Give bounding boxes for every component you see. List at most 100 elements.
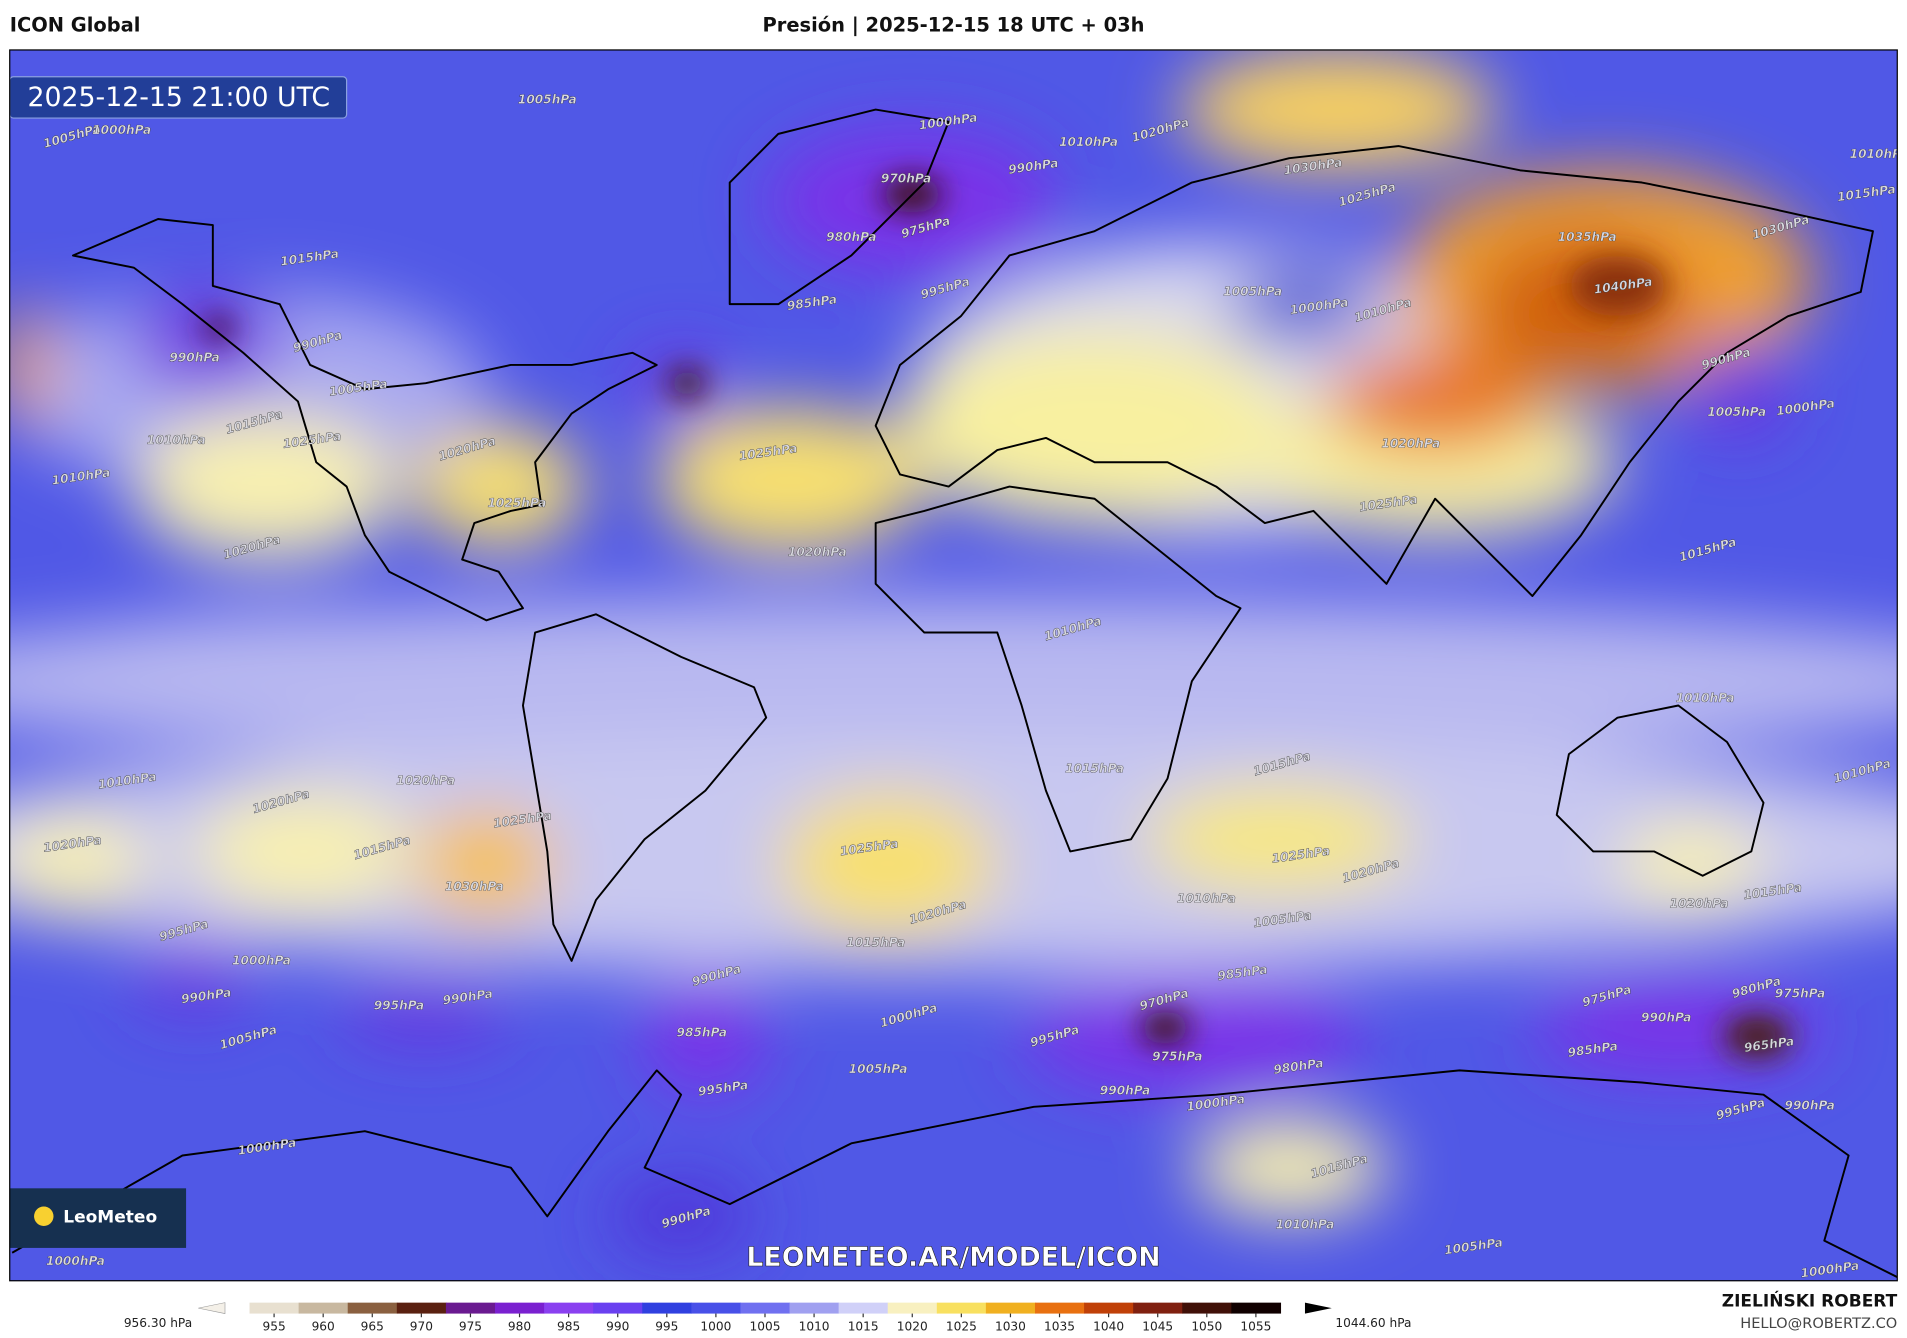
pressure-area — [1617, 821, 1764, 907]
isobar-label: 1005hPa — [1707, 405, 1766, 419]
coastline — [728, 108, 950, 306]
colorbar-segment — [838, 1302, 889, 1314]
coastline — [874, 145, 1874, 598]
isobar-label: 990hPa — [1785, 1098, 1835, 1112]
isobar-label: 1005hPa — [518, 92, 577, 106]
isobar-label: 1020hPa — [788, 545, 847, 559]
colorbar-tick-label: 1020 — [897, 1320, 928, 1334]
pressure-area — [9, 304, 49, 426]
colorbar-arrow — [1304, 1302, 1332, 1314]
colorbar-tick-label: 1025 — [946, 1320, 977, 1334]
isobar-label: 1020hPa — [1381, 437, 1440, 451]
pressure-area — [656, 407, 925, 554]
colorbar: 955 960 965 970 975 980 985 990 995 1000 1005 1010 1… — [198, 1302, 1332, 1334]
colorbar-tick-label: 990 — [606, 1320, 629, 1334]
pressure-core — [1568, 255, 1667, 317]
isobar-label: 990hPa — [169, 350, 219, 364]
coastline — [874, 485, 1242, 853]
colorbar-max: 1044.60 hPa — [1335, 1316, 1411, 1330]
logo: LeoMeteo — [63, 1207, 157, 1227]
isobar-label: 1010hPa — [1177, 892, 1236, 906]
colorbar-tick-label: 975 — [459, 1320, 482, 1334]
pressure-area — [9, 814, 146, 913]
colorbar-min: 956.30 hPa — [124, 1316, 192, 1330]
coastlines — [11, 108, 1898, 1278]
pressure-area — [778, 790, 998, 937]
isobar-label: 1035hPa — [1558, 230, 1617, 244]
pressure-area — [1216, 620, 1898, 742]
colorbar-tick-label: 1005 — [750, 1320, 781, 1334]
isobar-label: 1000hPa — [232, 954, 291, 968]
isobar-label: 1030hPa — [445, 879, 504, 893]
isobar-label: 1015hPa — [846, 935, 905, 949]
isobar-label: 1005hPa — [849, 1062, 908, 1076]
colorbar-segment — [985, 1302, 1036, 1314]
watermark: LEOMETEO.AR/MODEL/ICON — [746, 1242, 1160, 1273]
pressure-area — [644, 973, 767, 1095]
colorbar-tick-label: 1055 — [1240, 1320, 1271, 1334]
pressure-area — [9, 608, 730, 730]
email: HELLO@ROBERTZ.CO — [1740, 1315, 1897, 1332]
colorbar-tick-label: 995 — [655, 1320, 678, 1334]
author: ZIELIŃSKI ROBERT — [1722, 1289, 1898, 1311]
colorbar-segment — [249, 1302, 300, 1314]
logo-sun — [34, 1206, 54, 1227]
pressure-area — [1143, 784, 1411, 894]
map: 1005hPa 1000hPa 1020hPa 1010hPa 1030hPa 1025h… — [9, 49, 1907, 1281]
coastline — [1555, 704, 1765, 877]
isobar-label: 1000hPa — [92, 123, 151, 137]
colorbar-segment — [789, 1302, 840, 1314]
colorbar-segment — [1084, 1302, 1134, 1314]
colorbar-tick-label: 980 — [508, 1320, 531, 1334]
colorbar-segment — [642, 1302, 692, 1314]
colorbar-segment — [544, 1302, 594, 1314]
colorbar-tick-label: 1015 — [848, 1320, 879, 1334]
pressure-area — [1228, 267, 1375, 341]
model-name: ICON Global — [10, 14, 141, 37]
header-title: Presión | 2025-12-15 18 UTC + 03h — [762, 14, 1144, 37]
colorbar-segment — [298, 1302, 349, 1314]
colorbar-arrow — [198, 1302, 226, 1314]
isobar-label: 980hPa — [826, 230, 876, 244]
colorbar-segment — [445, 1302, 496, 1314]
isobar-label: 975hPa — [1775, 986, 1825, 1000]
colorbar-tick-label: 965 — [361, 1320, 384, 1334]
isobar-label: 1025hPa — [487, 496, 546, 510]
pressure-field — [9, 49, 1898, 1253]
colorbar-segment — [1133, 1302, 1183, 1314]
isobar-label: 1010hPa — [1059, 135, 1118, 149]
pressure-area — [133, 291, 280, 390]
pressure-area — [340, 979, 511, 1040]
colorbar-tick-label: 960 — [312, 1320, 335, 1334]
colorbar-tick-label: 1030 — [995, 1320, 1026, 1334]
time-box — [9, 76, 348, 119]
pressure-area — [1179, 49, 1496, 171]
isobar-label: 1000hPa — [46, 1254, 105, 1268]
pressure-core — [1723, 1014, 1792, 1059]
pressure-area — [419, 808, 554, 919]
colorbar-segment — [936, 1302, 987, 1314]
colorbar-tick-label: 1050 — [1191, 1320, 1222, 1334]
isobar-label: 1015hPa — [1065, 761, 1124, 775]
colorbar-tick-label: 970 — [410, 1320, 433, 1334]
pressure-area — [1021, 973, 1363, 1095]
pressure-area — [1325, 352, 1545, 451]
pressure-area — [413, 425, 584, 548]
colorbar-tick-label: 955 — [262, 1320, 285, 1334]
pressure-area — [194, 790, 414, 913]
isobar-label: 995hPa — [374, 999, 424, 1013]
isobar-label: 1010hPa — [1850, 147, 1907, 161]
isobar-label: 990hPa — [1100, 1084, 1150, 1098]
coastline — [11, 1069, 1898, 1278]
colorbar-segment — [1034, 1302, 1085, 1314]
pressure-area — [899, 328, 1290, 524]
colorbar-tick-label: 1040 — [1093, 1320, 1124, 1334]
isobar-label: 985hPa — [677, 1025, 727, 1039]
isobar-label: 990hPa — [1641, 1011, 1691, 1025]
isobar-label: 1005hPa — [1223, 285, 1282, 299]
isobar-label: 1010hPa — [1276, 1217, 1335, 1231]
pressure-area — [1191, 1118, 1387, 1217]
colorbar-segment — [1231, 1302, 1282, 1314]
map-frame — [9, 49, 1898, 1282]
